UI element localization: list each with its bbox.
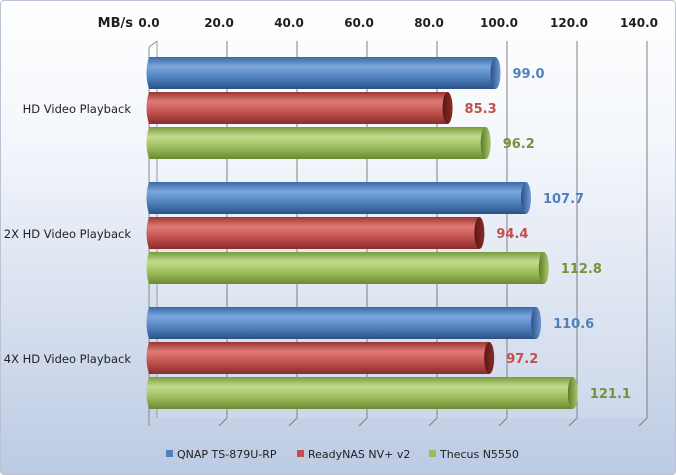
bar [146,307,537,339]
bar-end-cap [480,127,491,159]
data-label: 85.3 [465,102,497,117]
data-label: 96.2 [503,137,535,152]
bar [146,92,448,124]
bar-end-cap [474,217,485,249]
x-tick-label: 20.0 [204,16,234,30]
data-label: 121.1 [590,387,631,402]
bar [146,217,480,249]
bar-end-cap [442,92,453,124]
x-tick-label: 60.0 [344,16,374,30]
legend-swatch [429,450,436,457]
legend-label: ReadyNAS NV+ v2 [308,448,410,461]
label-layer: 0.0 20.0 40.0 60.0 80.0 100.0 120.0 140.0 MB/s 99… [4,16,658,402]
data-label: 107.7 [543,192,584,207]
bar-end-cap [531,307,542,339]
bar [146,57,496,89]
gridline-depth [288,417,298,427]
bar-layer [146,57,578,409]
category-label: HD Video Playback [23,102,132,116]
data-label: 110.6 [553,317,594,332]
data-label: 94.4 [496,227,528,242]
gridline-depth [428,417,438,427]
gridline-depth [638,417,648,427]
data-label: 112.8 [561,262,602,277]
x-tick-label: 40.0 [274,16,304,30]
data-label: 97.2 [506,352,538,367]
x-tick-label: 140.0 [620,16,658,30]
data-label: 99.0 [513,67,545,82]
legend-swatch [166,450,173,457]
bar-end-cap [520,182,531,214]
x-tick-label: 120.0 [550,16,588,30]
category-label: 4X HD Video Playback [4,352,132,366]
x-tick-label: 80.0 [414,16,444,30]
bar-end-cap [490,57,501,89]
bar-end-cap [567,377,578,409]
x-axis-label: MB/s [98,16,134,31]
x-tick-label: 0.0 [138,16,159,30]
gridline-depth [498,417,508,427]
x-tick-label: 100.0 [480,16,518,30]
y-axis-depth-line [148,40,158,48]
bar [146,342,490,374]
bar [146,182,526,214]
gridline-depth [568,417,578,427]
legend-swatch [297,450,304,457]
bar-end-cap [484,342,495,374]
bar-end-cap [538,252,549,284]
gridline-depth [218,417,228,427]
category-label: 2X HD Video Playback [4,227,132,241]
legend-label: QNAP TS-879U-RP [177,448,277,461]
bar [146,252,544,284]
bar [146,127,486,159]
gridline-depth [358,417,368,427]
legend-label: Thecus N5550 [439,448,519,461]
legend: QNAP TS-879U-RP ReadyNAS NV+ v2 Thecus N55… [166,448,519,461]
bar [146,377,573,409]
